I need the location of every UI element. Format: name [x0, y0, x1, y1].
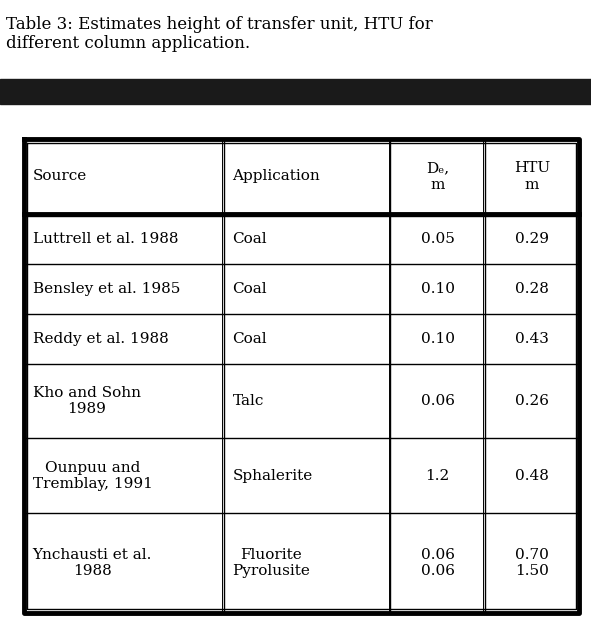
Text: 0.29: 0.29: [515, 232, 549, 246]
Text: Ynchausti et al.
1988: Ynchausti et al. 1988: [33, 548, 152, 578]
Text: Luttrell et al. 1988: Luttrell et al. 1988: [33, 232, 178, 246]
Text: 0.10: 0.10: [421, 282, 454, 296]
Text: Sphalerite: Sphalerite: [232, 469, 313, 483]
Text: Dₑ,
m: Dₑ, m: [426, 161, 449, 191]
Text: Coal: Coal: [232, 332, 267, 346]
Text: HTU
m: HTU m: [514, 161, 550, 191]
Bar: [0, 79, 591, 104]
Text: 0.43: 0.43: [515, 332, 549, 346]
Text: Talc: Talc: [232, 394, 264, 408]
Text: 0.10: 0.10: [421, 332, 454, 346]
Text: Source: Source: [33, 169, 87, 183]
Text: Reddy et al. 1988: Reddy et al. 1988: [33, 332, 168, 346]
Text: 0.28: 0.28: [515, 282, 549, 296]
Text: Fluorite
Pyrolusite: Fluorite Pyrolusite: [232, 548, 310, 578]
Text: Application: Application: [232, 169, 320, 183]
Text: 0.48: 0.48: [515, 469, 549, 483]
Text: 0.26: 0.26: [515, 394, 549, 408]
Text: different column application.: different column application.: [6, 35, 250, 52]
Text: 0.06
0.06: 0.06 0.06: [421, 548, 454, 578]
Text: Coal: Coal: [232, 232, 267, 246]
Text: 0.06: 0.06: [421, 394, 454, 408]
Text: Coal: Coal: [232, 282, 267, 296]
Text: Bensley et al. 1985: Bensley et al. 1985: [33, 282, 180, 296]
Text: Table 3: Estimates height of transfer unit, HTU for: Table 3: Estimates height of transfer un…: [6, 16, 433, 33]
Text: 1.2: 1.2: [426, 469, 450, 483]
Text: Kho and Sohn
1989: Kho and Sohn 1989: [33, 386, 141, 416]
Text: Ounpuu and
Tremblay, 1991: Ounpuu and Tremblay, 1991: [33, 461, 152, 491]
Text: 0.70
1.50: 0.70 1.50: [515, 548, 549, 578]
Text: 0.05: 0.05: [421, 232, 454, 246]
